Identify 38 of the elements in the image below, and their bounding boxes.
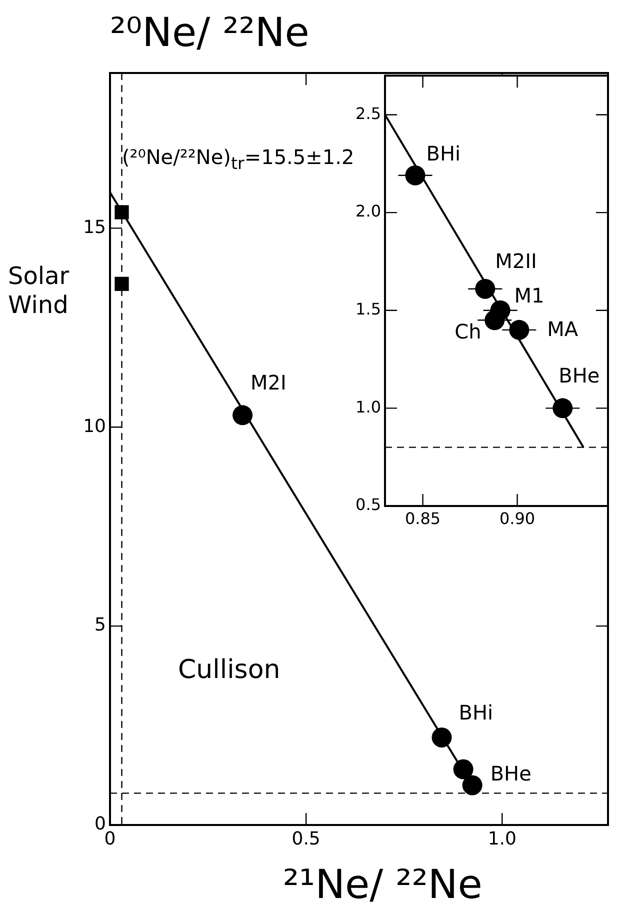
annotation: Ch	[454, 319, 482, 344]
y-tick-label: 1.0	[356, 397, 381, 416]
y-tick-label: 0	[94, 814, 106, 835]
point	[453, 759, 474, 780]
x-tick-label: 0.5	[292, 828, 320, 850]
point	[462, 775, 482, 796]
annotation: M1	[514, 284, 544, 308]
annotation: BHe	[558, 363, 600, 388]
annotation: MA	[547, 317, 578, 342]
point	[405, 165, 426, 186]
y-tick-label: 2.0	[356, 202, 381, 221]
point	[484, 310, 505, 330]
point	[232, 405, 253, 426]
text: Solar Wind	[8, 262, 70, 320]
annotation: (²⁰Ne/²²Ne)$_{tr}$=15.5±1.2	[122, 145, 354, 173]
annotation: Cullison	[178, 655, 280, 685]
y-axis-title: ²⁰Ne/ ²²Ne	[110, 10, 310, 56]
y-tick-label: 0.5	[356, 495, 381, 514]
point	[475, 278, 496, 299]
point	[114, 205, 129, 220]
annotation: BHi	[458, 700, 494, 725]
y-tick-label: 15	[83, 216, 106, 238]
x-tick-label: 0.85	[404, 508, 441, 528]
point	[509, 320, 530, 340]
annotation: BHe	[490, 761, 532, 786]
annotation: M2II	[495, 249, 537, 274]
point	[432, 727, 452, 748]
y-tick-label: 5	[94, 614, 106, 636]
x-tick-label: 0.90	[499, 508, 536, 528]
annotation: M2I	[250, 370, 286, 394]
y-tick-label: 1.5	[356, 300, 381, 319]
annotation: BHi	[426, 142, 461, 166]
x-tick-label: 1.0	[488, 828, 516, 850]
y-tick-label: 10	[83, 416, 106, 437]
x-axis-title: ²¹Ne/ ²²Ne	[283, 862, 482, 908]
point	[114, 276, 129, 291]
y-tick-label: 2.5	[356, 104, 381, 123]
point	[552, 398, 573, 418]
